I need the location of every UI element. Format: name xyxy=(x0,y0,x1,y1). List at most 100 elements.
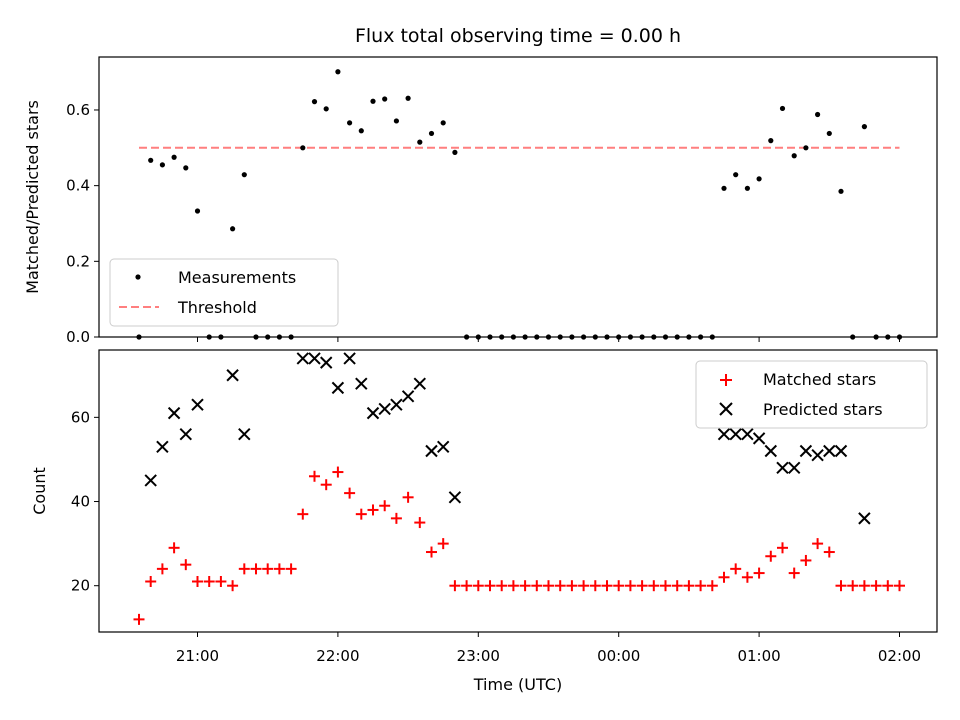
top-y-axis-label: Matched/Predicted stars xyxy=(23,100,42,294)
matched-star-point-62 xyxy=(858,580,870,592)
measurement-point-5 xyxy=(194,208,201,214)
measurement-point-27 xyxy=(452,149,458,155)
matched-star-point-28 xyxy=(461,580,473,592)
top-chart: Flux total observing time = 0.00 h 0.00.… xyxy=(23,25,938,346)
measurement-point-60 xyxy=(838,188,844,194)
matched-star-point-24 xyxy=(414,517,426,529)
predicted-star-point-13 xyxy=(366,406,380,420)
predicted-star-point-0 xyxy=(144,474,157,487)
matched-star-point-16 xyxy=(320,479,332,491)
matched-star-point-26 xyxy=(437,538,449,550)
matched-star-point-63 xyxy=(870,580,882,592)
matched-star-point-9 xyxy=(238,563,250,575)
matched-star-point-56 xyxy=(788,567,800,579)
matched-star-point-31 xyxy=(496,580,508,592)
predicted-star-point-17 xyxy=(413,377,427,390)
bottom-marks xyxy=(133,352,905,625)
measurement-point-25 xyxy=(428,130,435,137)
matched-star-point-49 xyxy=(706,580,718,592)
predicted-star-point-24 xyxy=(752,432,766,445)
matched-star-point-23 xyxy=(402,491,414,503)
predicted-star-point-5 xyxy=(226,369,239,382)
predicted-star-point-18 xyxy=(425,444,438,458)
predicted-star-point-15 xyxy=(390,398,403,411)
predicted-star-point-21 xyxy=(717,427,731,441)
top-legend: Measurements Threshold xyxy=(109,258,339,327)
predicted-star-point-1 xyxy=(156,440,169,454)
bottom-y-axis-label: Count xyxy=(30,467,49,515)
measurement-point-17 xyxy=(335,69,341,75)
predicted-star-point-11 xyxy=(343,352,356,365)
predicted-star-point-6 xyxy=(238,427,251,441)
predicted-star-point-7 xyxy=(296,352,310,365)
matched-star-point-47 xyxy=(683,580,695,592)
measurement-point-57 xyxy=(803,145,809,151)
measurement-point-15 xyxy=(311,99,318,105)
legend-matched-label: Matched stars xyxy=(763,370,876,389)
matched-star-point-20 xyxy=(367,504,379,516)
matched-star-point-38 xyxy=(578,580,590,592)
bottom-y-tick-label-1: 40 xyxy=(71,493,90,511)
predicted-star-point-25 xyxy=(764,444,778,458)
matched-star-point-32 xyxy=(507,580,519,592)
measurement-point-14 xyxy=(300,145,306,151)
measurement-point-50 xyxy=(721,185,727,191)
x-tick-label-5: 02:00 xyxy=(878,647,921,665)
top-legend-box xyxy=(109,258,339,327)
bottom-y-tick-label-0: 20 xyxy=(71,577,90,595)
bottom-legend-box xyxy=(695,360,928,429)
measurement-point-19 xyxy=(358,128,364,134)
predicted-star-point-29 xyxy=(811,449,824,462)
measurement-point-56 xyxy=(791,153,797,159)
measurement-point-8 xyxy=(230,226,236,232)
matched-star-point-50 xyxy=(718,571,730,583)
predicted-star-point-22 xyxy=(729,427,742,441)
predicted-star-point-30 xyxy=(823,444,836,458)
predicted-star-point-3 xyxy=(179,427,193,441)
bottom-chart: 20 40 60 21:00 22:00 23:00 00:00 01:00 02:00 Co… xyxy=(30,349,938,694)
matched-star-point-57 xyxy=(800,554,812,566)
matched-star-point-48 xyxy=(695,580,707,592)
predicted-star-point-9 xyxy=(319,356,333,369)
measurement-point-51 xyxy=(733,172,739,178)
legend-measurements-marker xyxy=(135,274,141,280)
legend-predicted-marker xyxy=(719,402,733,416)
measurement-point-3 xyxy=(171,154,177,160)
legend-threshold-label: Threshold xyxy=(177,298,257,317)
matched-star-point-1 xyxy=(145,575,157,587)
measurement-point-58 xyxy=(815,111,821,118)
matched-star-point-65 xyxy=(894,580,905,592)
top-chart-title: Flux total observing time = 0.00 h xyxy=(355,25,681,47)
x-axis-label: Time (UTC) xyxy=(473,675,562,694)
predicted-star-point-31 xyxy=(834,444,848,458)
matched-star-point-58 xyxy=(812,538,824,550)
predicted-star-point-12 xyxy=(355,377,368,390)
matched-star-point-17 xyxy=(332,466,344,478)
measurement-point-24 xyxy=(417,139,423,145)
bottom-x-ticks: 21:00 22:00 23:00 00:00 01:00 02:00 xyxy=(176,632,921,665)
bottom-legend: Matched stars Predicted stars xyxy=(695,360,928,429)
x-tick-label-1: 22:00 xyxy=(316,647,359,665)
measurement-point-9 xyxy=(241,172,247,178)
matched-star-point-27 xyxy=(449,580,461,592)
matched-star-point-13 xyxy=(285,563,297,575)
matched-star-point-29 xyxy=(472,580,484,592)
x-tick-label-4: 01:00 xyxy=(737,647,780,665)
matched-star-point-14 xyxy=(297,508,309,520)
matched-star-point-40 xyxy=(601,580,613,592)
matched-star-point-41 xyxy=(613,580,625,592)
measurement-point-4 xyxy=(183,165,189,171)
matched-star-point-25 xyxy=(426,546,437,558)
matched-star-point-6 xyxy=(203,575,215,587)
top-x-ticks xyxy=(197,337,900,342)
measurement-point-23 xyxy=(405,95,411,101)
predicted-star-point-4 xyxy=(191,398,204,411)
matched-star-point-3 xyxy=(168,542,180,554)
matched-star-point-0 xyxy=(133,613,145,625)
measurement-point-2 xyxy=(159,162,165,168)
matched-star-point-52 xyxy=(741,571,753,583)
measurement-point-55 xyxy=(779,105,786,112)
matched-star-point-33 xyxy=(519,580,531,592)
matched-star-point-43 xyxy=(636,580,648,592)
